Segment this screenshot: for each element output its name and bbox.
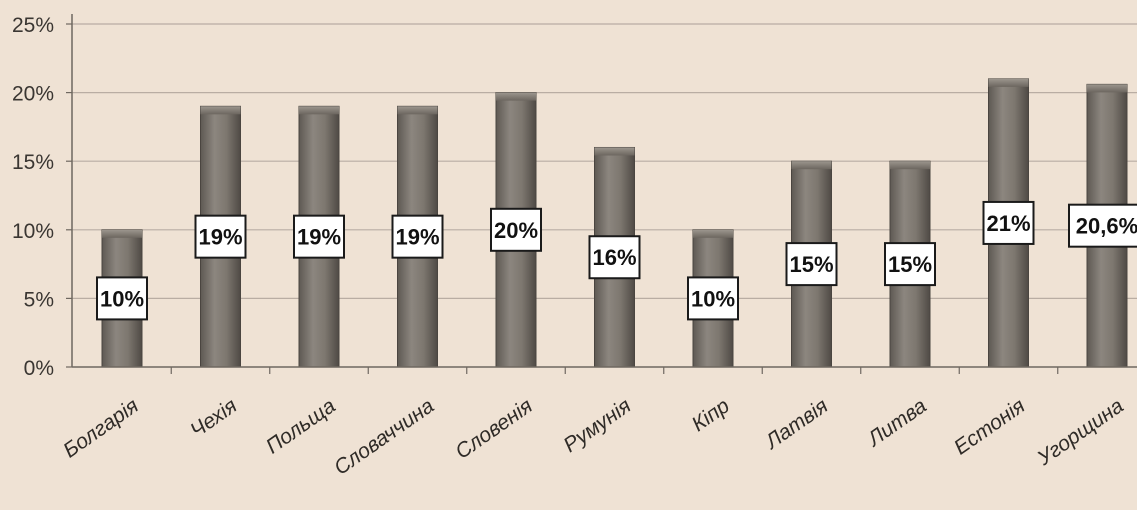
data-label-4: 19% <box>391 214 444 259</box>
data-label-8: 15% <box>785 242 838 287</box>
y-axis-ticks: 0% 5% 10% 15% 20% 25% <box>12 14 72 380</box>
svg-text:10%: 10% <box>100 286 144 311</box>
svg-text:19%: 19% <box>198 225 242 250</box>
data-label-7: 10% <box>687 276 739 321</box>
data-labels: 10% 19% 19% 19% 20% 16% 10% 15% 15% 21% 20,6% <box>96 200 1137 321</box>
svg-text:20,6%: 20,6% <box>1076 214 1137 239</box>
x-category-label: Словенія <box>451 394 537 463</box>
data-label-3: 19% <box>293 214 345 259</box>
x-category-label: Кіпр <box>688 394 734 436</box>
svg-text:19%: 19% <box>297 225 341 250</box>
svg-text:15%: 15% <box>888 252 932 277</box>
y-tick-label: 25% <box>12 14 54 37</box>
x-category-label: Естонія <box>950 394 1029 459</box>
bars <box>101 78 1128 368</box>
x-category-label: Болгарія <box>59 394 143 462</box>
data-label-5: 20% <box>490 207 542 252</box>
data-label-10: 21% <box>982 200 1035 245</box>
y-tick-label: 10% <box>12 220 54 243</box>
data-label-2: 19% <box>194 214 247 259</box>
data-label-11: 20,6% <box>1068 203 1137 248</box>
x-category-label: Латвія <box>760 394 833 454</box>
x-axis <box>71 14 1137 374</box>
svg-text:20%: 20% <box>494 218 538 243</box>
svg-text:21%: 21% <box>986 211 1030 236</box>
svg-text:19%: 19% <box>395 225 439 250</box>
y-tick-label: 20% <box>12 83 54 106</box>
data-label-1: 10% <box>96 276 148 321</box>
x-category-label: Румунія <box>559 394 635 457</box>
data-label-6: 16% <box>588 235 641 280</box>
x-category-label: Чехія <box>186 394 241 442</box>
svg-text:10%: 10% <box>691 286 735 311</box>
x-category-label: Польща <box>262 394 340 458</box>
data-label-9: 15% <box>884 242 936 287</box>
svg-text:16%: 16% <box>592 245 636 270</box>
svg-text:15%: 15% <box>789 252 833 277</box>
y-tick-label: 0% <box>24 357 54 380</box>
x-category-label: Литва <box>862 394 931 452</box>
y-tick-label: 5% <box>24 288 54 311</box>
x-category-label: Словаччина <box>330 394 438 479</box>
x-category-label: Угорщина <box>1033 394 1128 470</box>
y-tick-label: 15% <box>12 151 54 174</box>
